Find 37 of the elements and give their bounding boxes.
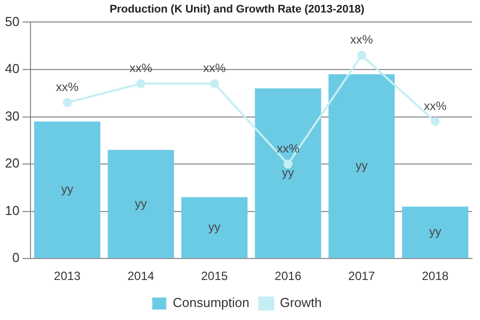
point — [62, 98, 72, 108]
data-label: xx% — [424, 98, 447, 113]
x-tick-label: 2014 — [127, 269, 155, 284]
point — [210, 79, 219, 88]
legend-label: Growth — [280, 295, 322, 310]
data-label: yy — [208, 220, 220, 234]
chart-title: Production (K Unit) and Growth Rate (2013-2018) — [110, 4, 365, 16]
data-label: yy — [356, 158, 368, 172]
x-tick-label: 2015 — [201, 269, 228, 284]
x-tick-label: 2018 — [422, 269, 449, 284]
point — [136, 79, 146, 88]
y-tick-label: 40 — [4, 61, 20, 76]
point — [284, 160, 293, 169]
y-tick-label: 10 — [4, 202, 20, 218]
point — [430, 116, 440, 126]
bar — [181, 197, 248, 258]
data-label: yy — [61, 182, 74, 196]
y-tick-label: 20 — [4, 156, 20, 171]
y-tick-label: 30 — [4, 108, 20, 124]
bar — [108, 150, 174, 258]
y-tick-label: 50 — [4, 14, 20, 29]
bar — [254, 88, 322, 258]
x-tick-label: 2017 — [348, 269, 376, 284]
data-label: yy — [282, 166, 294, 180]
y-tick-label: 0 — [12, 250, 20, 266]
bar — [328, 74, 395, 258]
data-label: xx% — [350, 32, 374, 47]
data-label: xx% — [56, 80, 79, 94]
data-label: xx% — [276, 141, 300, 156]
x-tick-label: 2016 — [274, 269, 302, 284]
legend-label: Consumption — [172, 295, 250, 310]
point — [357, 50, 366, 60]
x-tick-label: 2013 — [54, 269, 81, 284]
data-label: yy — [134, 196, 147, 210]
bar — [402, 206, 468, 258]
data-label: yy — [429, 224, 442, 239]
bar — [34, 121, 100, 258]
